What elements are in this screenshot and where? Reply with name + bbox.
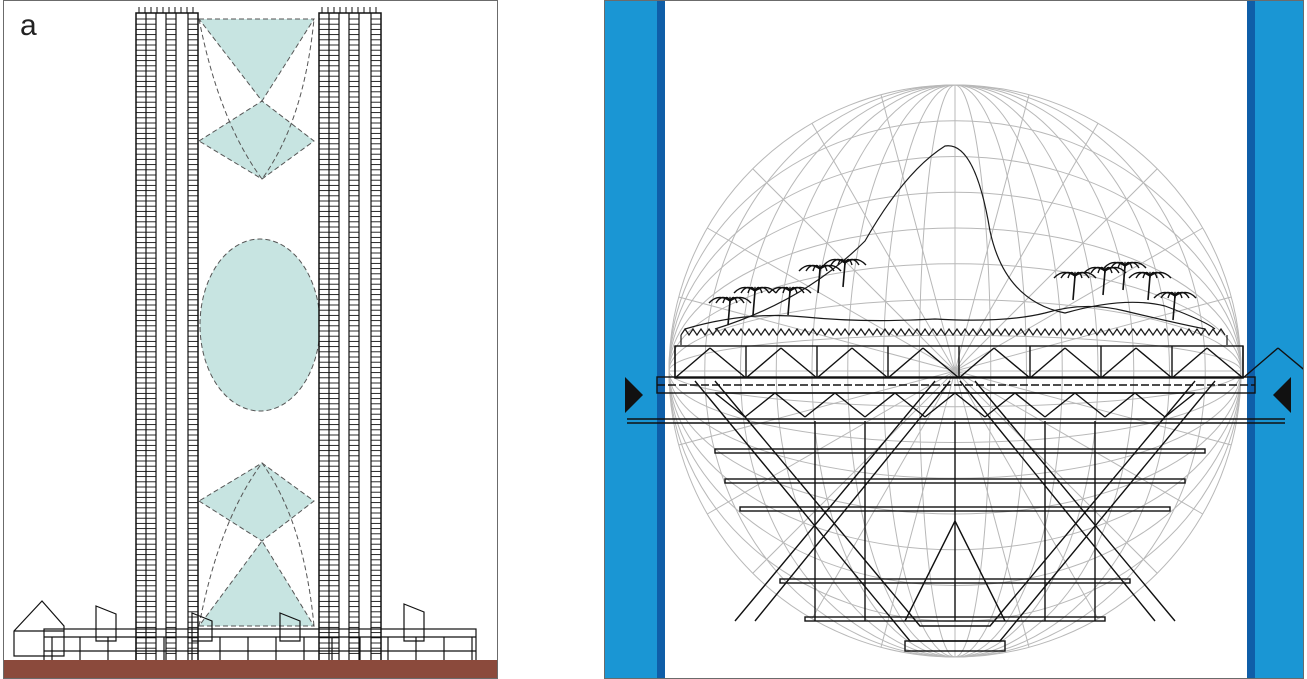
tower-outline: [318, 12, 382, 668]
ground-strip: [4, 660, 497, 678]
marker-left-icon: [625, 377, 643, 413]
void-shape: [198, 100, 315, 180]
palm-tree-icon: [733, 286, 777, 316]
panel-label-a: a: [20, 9, 37, 42]
tower-outline: [135, 12, 199, 668]
right-tower: [318, 7, 382, 668]
palm-tree-icon: [823, 258, 867, 288]
palm-tree-icon: [1128, 271, 1172, 301]
marker-right-icon: [1273, 377, 1291, 413]
palm-tree-icon: [1153, 291, 1197, 321]
palm-tree-icon: [1053, 271, 1097, 301]
panel-b: b: [604, 0, 1304, 679]
palm-tree-icon: [768, 286, 812, 316]
void-shapes: [197, 18, 321, 627]
truss-structure: [627, 345, 1303, 652]
dome-section-drawing: [605, 1, 1303, 678]
tower-elevation-drawing: [4, 7, 497, 678]
water-left-edge: [657, 1, 665, 678]
palm-tree-icon: [708, 296, 752, 326]
void-shape: [198, 462, 315, 542]
palm-tree-icon: [1103, 261, 1147, 291]
left-tower: [135, 7, 199, 668]
palm-tree-icon: [1083, 266, 1127, 296]
water-right: [1255, 1, 1303, 678]
void-shape: [198, 540, 315, 627]
void-shape: [199, 238, 321, 412]
panel-a: a: [3, 0, 498, 679]
void-shape: [197, 18, 315, 102]
island-landscape: [680, 145, 1228, 345]
palm-tree-icon: [798, 264, 842, 294]
water-left: [605, 1, 657, 678]
podium-base: [13, 600, 477, 662]
water-right-edge: [1247, 1, 1255, 678]
